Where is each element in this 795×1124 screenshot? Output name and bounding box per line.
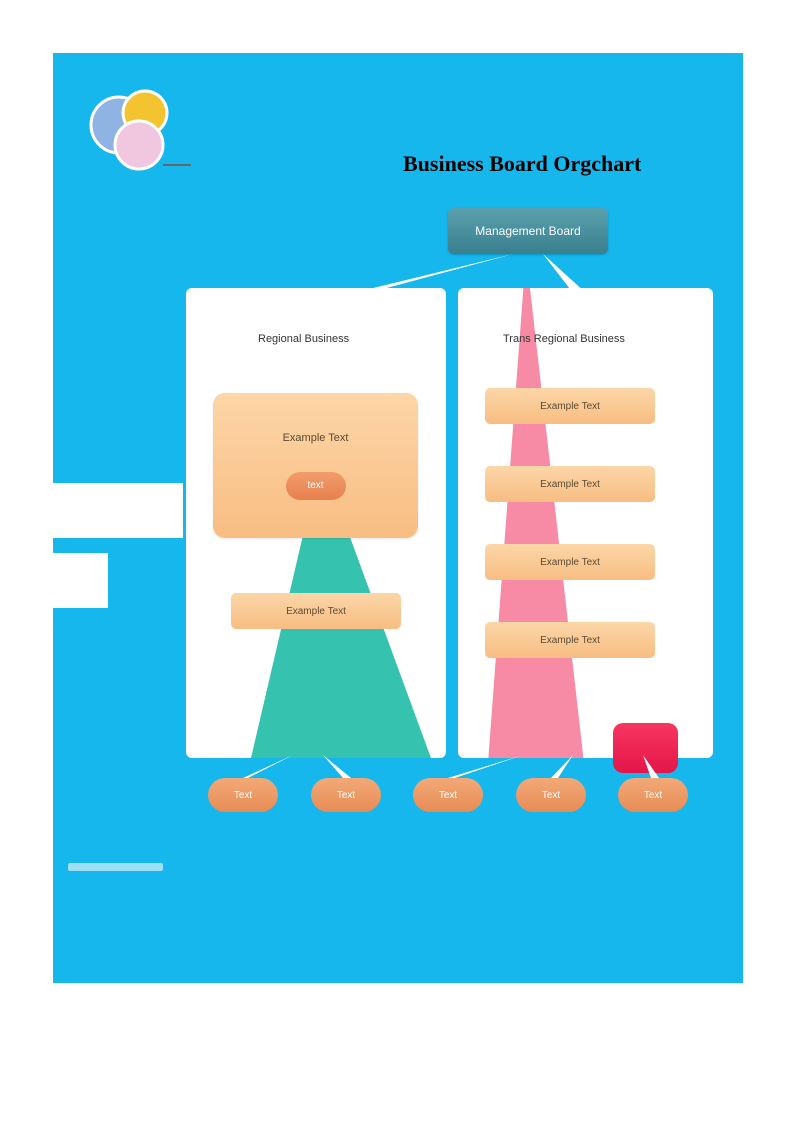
heading-trans-regional: Trans Regional Business <box>503 333 625 345</box>
node-label: Text <box>234 790 252 801</box>
node-label: Text <box>439 790 457 801</box>
node-label: Example Text <box>283 432 349 444</box>
node-label: Text <box>644 790 662 801</box>
decor-cutout-2 <box>53 553 108 608</box>
node-bottom-4[interactable]: Text <box>516 778 586 812</box>
page: Business Board Orgchart Management Board… <box>0 0 795 1124</box>
node-bottom-1[interactable]: Text <box>208 778 278 812</box>
node-label: Example Text <box>286 606 346 617</box>
node-bottom-2[interactable]: Text <box>311 778 381 812</box>
decor-cutout-1 <box>53 483 183 538</box>
decor-triangle-pink <box>488 288 584 758</box>
node-management-board[interactable]: Management Board <box>448 208 608 254</box>
node-regional-bar[interactable]: Example Text <box>231 593 401 629</box>
node-label: Example Text <box>540 635 600 646</box>
node-label: Example Text <box>540 401 600 412</box>
node-label: text <box>307 480 323 491</box>
node-bottom-5[interactable]: Text <box>618 778 688 812</box>
node-label: Management Board <box>475 224 580 238</box>
node-trans-bar-4[interactable]: Example Text <box>485 622 655 658</box>
node-regional-pill[interactable]: text <box>286 472 346 500</box>
node-regional-card[interactable]: Example Text text <box>213 393 418 538</box>
node-label: Text <box>337 790 355 801</box>
node-trans-bar-1[interactable]: Example Text <box>485 388 655 424</box>
node-trans-bar-3[interactable]: Example Text <box>485 544 655 580</box>
diagram-title: Business Board Orgchart <box>403 151 641 177</box>
heading-regional: Regional Business <box>258 333 349 345</box>
decor-light-bar <box>68 863 163 871</box>
panel-trans-regional <box>458 288 713 758</box>
diagram-canvas: Business Board Orgchart Management Board… <box>53 53 743 983</box>
node-bottom-3[interactable]: Text <box>413 778 483 812</box>
node-label: Text <box>542 790 560 801</box>
node-trans-bar-2[interactable]: Example Text <box>485 466 655 502</box>
logo-icon <box>81 83 176 178</box>
node-label: Example Text <box>540 479 600 490</box>
decor-red-square <box>613 723 678 773</box>
node-label: Example Text <box>540 557 600 568</box>
